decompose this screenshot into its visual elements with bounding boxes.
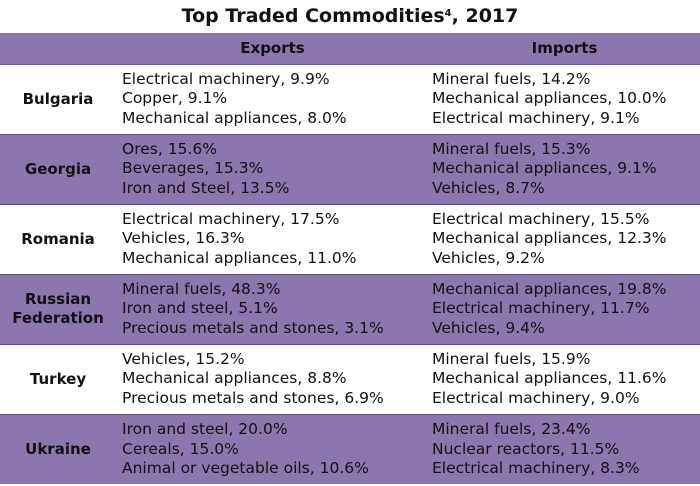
imports-cell: Mineral fuels, 14.2% Mechanical appliance… bbox=[429, 63, 700, 134]
export-item: Iron and Steel, 13.5% bbox=[122, 178, 290, 197]
imports-cell: Mineral fuels, 23.4% Nuclear reactors, 11… bbox=[429, 413, 700, 484]
header-exports: Exports bbox=[240, 39, 305, 58]
country-cell: Ukraine bbox=[0, 413, 116, 484]
export-item: Copper, 9.1% bbox=[122, 89, 228, 108]
export-item: Iron and steel, 5.1% bbox=[122, 299, 278, 318]
exports-cell: Electrical machinery, 9.9% Copper, 9.1% Me… bbox=[116, 63, 429, 134]
export-item: Precious metals and stones, 6.9% bbox=[122, 388, 384, 407]
exports-cell: Iron and steel, 20.0% Cereals, 15.0% Anima… bbox=[116, 413, 429, 484]
import-item: Mechanical appliances, 12.3% bbox=[432, 229, 667, 248]
imports-cell: Mineral fuels, 15.9% Mechanical appliance… bbox=[429, 343, 700, 414]
title-footnote: 4 bbox=[444, 8, 452, 19]
import-item: Nuclear reactors, 11.5% bbox=[432, 439, 620, 458]
import-item: Electrical machinery, 11.7% bbox=[432, 299, 650, 318]
import-item: Vehicles, 9.4% bbox=[432, 318, 545, 337]
export-item: Vehicles, 16.3% bbox=[122, 229, 245, 248]
export-item: Cereals, 15.0% bbox=[122, 439, 239, 458]
exports-cell: Ores, 15.6% Beverages, 15.3% Iron and Stee… bbox=[116, 133, 429, 204]
table-row: Romania Electrical machinery, 17.5% Vehicl… bbox=[0, 203, 700, 274]
export-item: Iron and steel, 20.0% bbox=[122, 420, 288, 438]
country-cell: Romania bbox=[0, 203, 116, 274]
export-item: Precious metals and stones, 3.1% bbox=[122, 318, 384, 337]
import-item: Electrical machinery, 15.5% bbox=[432, 209, 650, 228]
country-cell: Bulgaria bbox=[0, 63, 116, 134]
table-row: Bulgaria Electrical machinery, 9.9% Copper… bbox=[0, 63, 700, 134]
title-year: , 2017 bbox=[451, 5, 519, 27]
commodities-table: Exports Imports Bulgaria Electrical machi… bbox=[0, 33, 700, 484]
imports-cell: Mechanical appliances, 19.8% Electrical m… bbox=[429, 273, 700, 344]
import-item: Electrical machinery, 9.0% bbox=[432, 388, 640, 407]
import-item: Electrical machinery, 8.3% bbox=[432, 459, 640, 477]
header-row: Exports Imports bbox=[0, 33, 700, 64]
import-item: Mineral fuels, 14.2% bbox=[432, 69, 591, 88]
title-text: Top Traded Commodities bbox=[181, 5, 445, 27]
export-item: Electrical machinery, 17.5% bbox=[122, 209, 340, 228]
export-item: Mechanical appliances, 8.8% bbox=[122, 369, 347, 388]
export-item: Electrical machinery, 9.9% bbox=[122, 69, 330, 88]
import-item: Mechanical appliances, 10.0% bbox=[432, 89, 667, 108]
import-item: Mineral fuels, 23.4% bbox=[432, 420, 591, 438]
country-name-line: Federation bbox=[12, 309, 104, 327]
export-item: Beverages, 15.3% bbox=[122, 159, 264, 178]
export-item: Animal or vegetable oils, 10.6% bbox=[122, 459, 369, 477]
export-item: Ores, 15.6% bbox=[122, 139, 217, 158]
import-item: Vehicles, 8.7% bbox=[432, 178, 545, 197]
import-item: Vehicles, 9.2% bbox=[432, 248, 545, 267]
export-item: Vehicles, 15.2% bbox=[122, 349, 245, 368]
exports-cell: Electrical machinery, 17.5% Vehicles, 16.… bbox=[116, 203, 429, 274]
exports-cell: Mineral fuels, 48.3% Iron and steel, 5.1%… bbox=[116, 273, 429, 344]
table-row: Russian Federation Mineral fuels, 48.3% Iro… bbox=[0, 273, 700, 344]
import-item: Mechanical appliances, 11.6% bbox=[432, 369, 667, 388]
country-cell: Russian Federation bbox=[0, 273, 116, 344]
import-item: Mineral fuels, 15.3% bbox=[432, 139, 591, 158]
table-body: Bulgaria Electrical machinery, 9.9% Copper… bbox=[0, 63, 700, 484]
imports-cell: Electrical machinery, 15.5% Mechanical ap… bbox=[429, 203, 700, 274]
import-item: Electrical machinery, 9.1% bbox=[432, 108, 640, 127]
table-title: Top Traded Commodities4, 2017 bbox=[0, 0, 700, 33]
export-item: Mechanical appliances, 8.0% bbox=[122, 108, 347, 127]
table-row: Ukraine Iron and steel, 20.0% Cereals, 15.… bbox=[0, 413, 700, 484]
country-name-line: Russian bbox=[24, 290, 92, 308]
import-item: Mechanical appliances, 9.1% bbox=[432, 159, 657, 178]
import-item: Mineral fuels, 15.9% bbox=[432, 349, 591, 368]
import-item: Mechanical appliances, 19.8% bbox=[432, 279, 667, 298]
table-row: Georgia Ores, 15.6% Beverages, 15.3% Iron a… bbox=[0, 133, 700, 204]
country-cell: Georgia bbox=[0, 133, 116, 204]
header-imports: Imports bbox=[531, 39, 598, 58]
table-row: Turkey Vehicles, 15.2% Mechanical applianc… bbox=[0, 343, 700, 414]
exports-cell: Vehicles, 15.2% Mechanical appliances, 8.… bbox=[116, 343, 429, 414]
export-item: Mineral fuels, 48.3% bbox=[122, 279, 281, 298]
country-cell: Turkey bbox=[0, 343, 116, 414]
export-item: Mechanical appliances, 11.0% bbox=[122, 248, 357, 267]
header-country bbox=[0, 33, 116, 64]
imports-cell: Mineral fuels, 15.3% Mechanical appliance… bbox=[429, 133, 700, 204]
